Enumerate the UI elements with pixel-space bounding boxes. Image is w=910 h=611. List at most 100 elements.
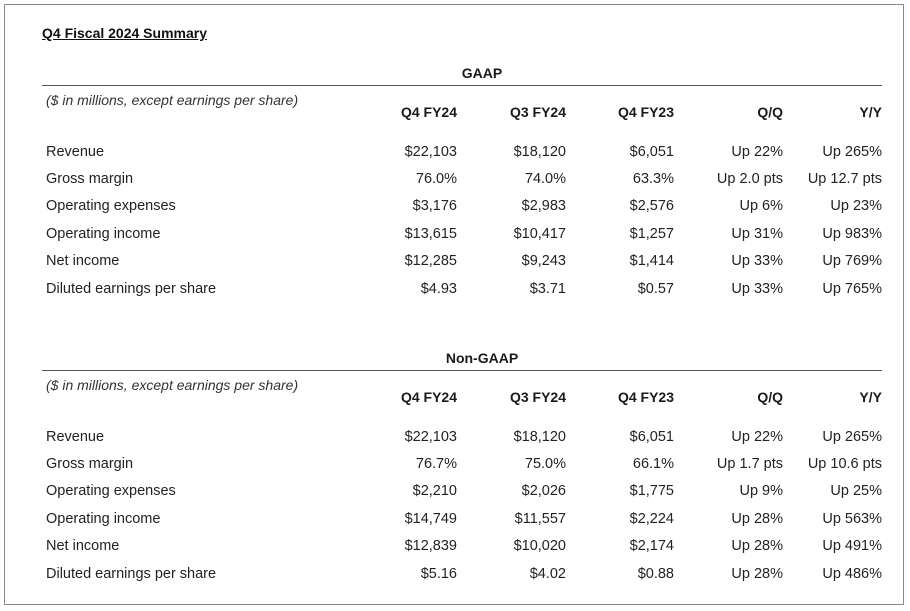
table-row: Operating income $13,615 $10,417 $1,257 … <box>42 220 882 247</box>
table-cell: $3.71 <box>529 280 566 297</box>
table-cell: $2,983 <box>521 198 566 215</box>
table-cell: $2,210 <box>412 483 457 500</box>
table-cell: Up 22% <box>731 143 783 160</box>
table-cell: $10,020 <box>513 538 566 555</box>
row-label: Operating income <box>46 225 161 242</box>
row-label: Diluted earnings per share <box>46 565 217 582</box>
table-row: Revenue $22,103 $18,120 $6,051 Up 22% Up… <box>42 423 882 450</box>
table-cell: $2,026 <box>521 483 566 500</box>
table-cell: Up 769% <box>822 253 882 270</box>
table-header-row: ($ in millions, except earnings per shar… <box>42 86 882 138</box>
table-cell: $6,051 <box>629 143 674 160</box>
table-cell: $1,414 <box>629 253 674 270</box>
table-cell: Up 9% <box>739 483 783 500</box>
row-label: Gross margin <box>46 171 134 188</box>
row-label: Revenue <box>46 428 105 445</box>
table-header-row: ($ in millions, except earnings per shar… <box>42 371 882 423</box>
table-cell: Up 12.7 pts <box>807 171 882 188</box>
table-cell: Up 22% <box>731 428 783 445</box>
column-header: Q4 FY23 <box>617 104 674 120</box>
table-row: Revenue $22,103 $18,120 $6,051 Up 22% Up… <box>42 138 882 165</box>
table-cell: Up 1.7 pts <box>716 456 783 473</box>
column-header: Q/Q <box>757 389 783 405</box>
table-cell: Up 25% <box>830 483 882 500</box>
table-cell: $12,285 <box>404 253 457 270</box>
table-cell: Up 765% <box>822 280 882 297</box>
column-header: Q4 FY24 <box>400 104 457 120</box>
column-header: Q4 FY23 <box>617 389 674 405</box>
table-cell: $11,557 <box>514 510 566 527</box>
row-label: Revenue <box>46 143 105 160</box>
row-label: Operating expenses <box>46 483 176 500</box>
page-title: Q4 Fiscal 2024 Summary <box>42 25 207 41</box>
column-header: Y/Y <box>859 389 882 405</box>
column-header: Q3 FY24 <box>509 104 566 120</box>
table-cell: $13,615 <box>404 225 457 242</box>
table-cell: Up 33% <box>731 280 783 297</box>
table-cell: $2,576 <box>629 198 674 215</box>
row-label: Operating income <box>46 510 161 527</box>
table-cell: $9,243 <box>521 253 566 270</box>
section-title: Non-GAAP <box>445 350 519 366</box>
table-cell: Up 563% <box>822 510 882 527</box>
table-cell: 66.1% <box>632 456 674 473</box>
table-cell: $2,174 <box>629 538 674 555</box>
column-header: Q/Q <box>757 104 783 120</box>
table-cell: 76.7% <box>415 456 457 473</box>
table-cell: Up 28% <box>731 565 783 582</box>
table-cell: Up 10.6 pts <box>807 456 882 473</box>
table-row: Gross margin 76.0% 74.0% 63.3% Up 2.0 pt… <box>42 165 882 192</box>
table-cell: Up 31% <box>731 225 783 242</box>
row-label: Net income <box>46 538 120 555</box>
table-cell: $22,103 <box>404 143 457 160</box>
table-row: Diluted earnings per share $4.93 $3.71 $… <box>42 275 882 302</box>
row-label: Net income <box>46 253 120 270</box>
table-cell: Up 265% <box>822 428 882 445</box>
table-cell: $0.57 <box>637 280 674 297</box>
section-divider <box>42 85 882 86</box>
table-row: Net income $12,839 $10,020 $2,174 Up 28%… <box>42 533 882 560</box>
table-cell: $5.16 <box>420 565 457 582</box>
table-cell: $14,749 <box>404 510 457 527</box>
table-cell: $1,775 <box>629 483 674 500</box>
table-cell: $4.93 <box>420 280 457 297</box>
column-header: Y/Y <box>859 104 882 120</box>
section-title: GAAP <box>461 65 503 81</box>
table-cell: Up 491% <box>822 538 882 555</box>
table-cell: $18,120 <box>513 428 566 445</box>
table-cell: $18,120 <box>513 143 566 160</box>
table-cell: Up 486% <box>822 565 882 582</box>
table-cell: Up 33% <box>731 253 783 270</box>
table-cell: Up 6% <box>739 198 783 215</box>
table-cell: 74.0% <box>524 171 566 188</box>
column-header: Q3 FY24 <box>509 389 566 405</box>
table-cell: $10,417 <box>513 225 566 242</box>
row-label: Operating expenses <box>46 198 176 215</box>
table-cell: $2,224 <box>629 510 674 527</box>
table-row: Gross margin 76.7% 75.0% 66.1% Up 1.7 pt… <box>42 450 882 477</box>
column-header: Q4 FY24 <box>400 389 457 405</box>
table-cell: 75.0% <box>524 456 566 473</box>
table-row: Operating expenses $2,210 $2,026 $1,775 … <box>42 478 882 505</box>
section-divider <box>42 370 882 371</box>
table-cell: $1,257 <box>629 225 674 242</box>
table-cell: Up 23% <box>830 198 882 215</box>
gaap-table: GAAP ($ in millions, except earnings per… <box>42 63 882 302</box>
table-row: Diluted earnings per share $5.16 $4.02 $… <box>42 560 882 587</box>
table-cell: $12,839 <box>404 538 457 555</box>
table-cell: $3,176 <box>412 198 457 215</box>
table-row: Operating income $14,749 $11,557 $2,224 … <box>42 505 882 532</box>
table-row: Net income $12,285 $9,243 $1,414 Up 33% … <box>42 248 882 275</box>
table-cell: Up 28% <box>731 538 783 555</box>
table-cell: $6,051 <box>629 428 674 445</box>
non-gaap-table: Non-GAAP ($ in millions, except earnings… <box>42 348 882 587</box>
header-label: ($ in millions, except earnings per shar… <box>46 92 299 108</box>
table-cell: 76.0% <box>415 171 457 188</box>
table-row: Operating expenses $3,176 $2,983 $2,576 … <box>42 193 882 220</box>
row-label: Gross margin <box>46 456 134 473</box>
table-cell: $22,103 <box>404 428 457 445</box>
table-cell: 63.3% <box>632 171 674 188</box>
header-label: ($ in millions, except earnings per shar… <box>46 377 299 393</box>
table-cell: Up 2.0 pts <box>716 171 783 188</box>
table-cell: Up 983% <box>822 225 882 242</box>
